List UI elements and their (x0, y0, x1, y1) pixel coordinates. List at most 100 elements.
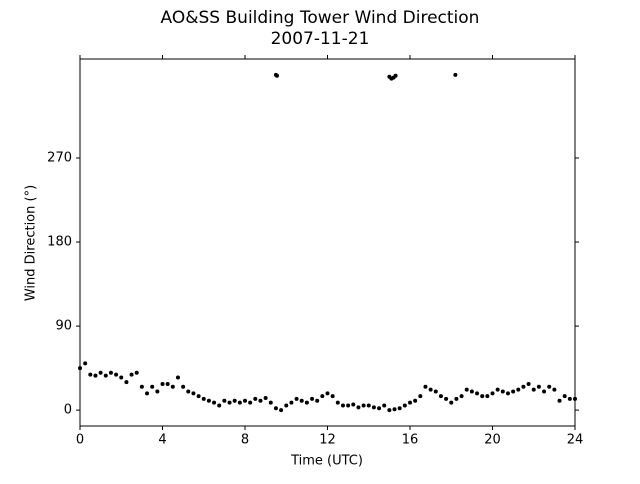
data-point (371, 405, 376, 410)
data-point (449, 400, 454, 405)
data-point (150, 384, 155, 389)
data-point (191, 391, 196, 396)
data-point (263, 395, 268, 400)
data-point (160, 381, 165, 386)
data-point (248, 400, 253, 405)
data-point (325, 391, 330, 396)
data-point (351, 402, 356, 407)
data-point (108, 370, 113, 375)
x-axis-label: Time (UTC) (290, 454, 363, 469)
data-point (237, 400, 242, 405)
data-point (243, 398, 247, 403)
data-point (139, 384, 144, 389)
data-point (552, 387, 557, 392)
data-point (310, 396, 315, 401)
data-point (145, 391, 150, 396)
data-point (464, 387, 469, 392)
x-tick-label: 4 (158, 433, 166, 448)
data-point (175, 375, 180, 380)
data-point (289, 400, 294, 405)
data-point (320, 394, 325, 399)
data-point (186, 389, 191, 394)
data-point (521, 384, 526, 389)
data-point (392, 407, 397, 412)
data-point (366, 403, 371, 408)
x-tick-label: 20 (484, 433, 501, 448)
data-point (500, 389, 505, 394)
data-point (217, 403, 222, 408)
data-point (124, 380, 129, 385)
data-point (573, 396, 577, 401)
data-point (453, 72, 458, 77)
y-tick-label: 90 (55, 319, 72, 334)
data-point (495, 387, 500, 392)
data-point (78, 366, 82, 371)
data-point (299, 398, 304, 403)
data-point (279, 408, 284, 413)
data-point (469, 389, 474, 394)
data-point (402, 403, 407, 408)
data-point (83, 361, 88, 366)
data-point (227, 400, 232, 405)
data-point (212, 400, 217, 405)
x-tick-label: 8 (241, 433, 249, 448)
y-tick-label: 180 (47, 235, 72, 250)
data-point (480, 394, 485, 399)
data-point (475, 391, 480, 396)
data-point (222, 398, 227, 403)
data-point (201, 396, 206, 401)
data-point (258, 398, 263, 403)
data-point (393, 73, 398, 78)
data-point (294, 396, 299, 401)
data-point (557, 398, 562, 403)
data-point (232, 398, 237, 403)
data-point (408, 400, 412, 405)
data-point (505, 391, 510, 396)
data-point (511, 389, 516, 394)
data-point (268, 400, 273, 405)
data-point (155, 389, 160, 394)
x-tick-label: 16 (402, 433, 419, 448)
data-point (428, 387, 433, 392)
data-point (562, 394, 567, 399)
x-tick-label: 0 (76, 433, 84, 448)
data-point (459, 394, 464, 399)
data-point (103, 373, 108, 378)
data-point (88, 372, 93, 377)
data-point (93, 373, 98, 378)
data-point (536, 384, 541, 389)
data-point (526, 381, 531, 386)
data-point (284, 403, 289, 408)
y-axis-label: Wind Direction (°) (24, 185, 39, 301)
data-point (170, 384, 175, 389)
data-point (206, 398, 211, 403)
data-point (98, 370, 103, 375)
data-point (531, 387, 536, 392)
data-point (119, 375, 124, 380)
data-point (454, 396, 459, 401)
data-point (274, 73, 279, 78)
data-point (547, 384, 552, 389)
data-point (346, 403, 351, 408)
data-point (485, 394, 490, 399)
data-point (356, 405, 361, 410)
data-point (423, 384, 428, 389)
data-point (397, 406, 402, 411)
data-point (315, 398, 320, 403)
y-tick-label: 0 (64, 403, 72, 418)
chart-subtitle: 2007-11-21 (271, 29, 370, 49)
data-point (335, 400, 340, 405)
data-point (490, 391, 495, 396)
data-point (340, 403, 345, 408)
data-point (114, 372, 119, 377)
data-point (444, 396, 449, 401)
data-point (330, 394, 335, 399)
data-point (567, 396, 572, 401)
data-point (542, 389, 547, 394)
data-point (129, 372, 134, 377)
chart-title: AO&SS Building Tower Wind Direction (161, 8, 480, 28)
data-point (387, 408, 392, 413)
data-point (253, 396, 258, 401)
